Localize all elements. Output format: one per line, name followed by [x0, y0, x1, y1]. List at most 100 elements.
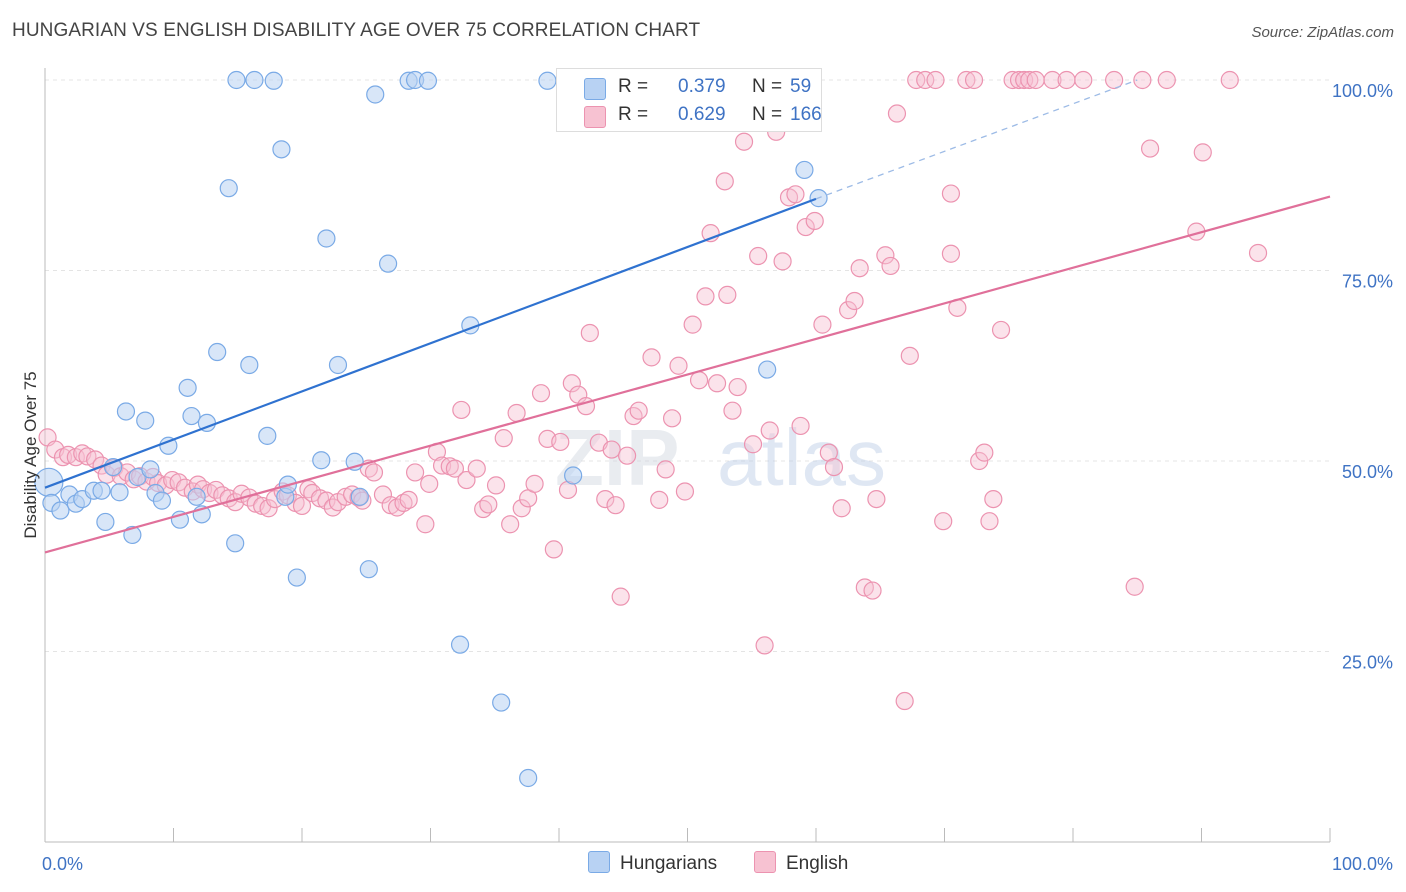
english-point — [805, 211, 824, 231]
english-point — [895, 691, 914, 711]
english-point — [394, 493, 413, 513]
watermark-atlas: atlas — [717, 413, 886, 502]
english-point — [734, 132, 754, 151]
hungarians-legend-swatch — [588, 851, 610, 873]
english-point — [675, 482, 695, 501]
hungarian-point — [92, 481, 111, 500]
english-point — [991, 320, 1011, 340]
english-point — [544, 540, 563, 559]
english-point — [292, 496, 312, 516]
hungarian-point — [450, 635, 470, 654]
hungarian-point — [366, 85, 385, 104]
english-point — [867, 490, 886, 509]
english-legend-swatch — [754, 851, 776, 873]
hungarian-point — [359, 560, 378, 579]
english-point — [501, 515, 520, 534]
hungarian-point — [350, 487, 369, 506]
english-point — [887, 104, 907, 123]
hungarian-point — [795, 160, 814, 180]
hungarian-point — [136, 411, 155, 430]
trend-layer — [44, 79, 1331, 554]
english-point — [364, 463, 384, 482]
english-point — [728, 377, 747, 397]
hungarian-point — [116, 402, 136, 421]
hungarian-point — [519, 768, 538, 788]
english-point — [839, 301, 858, 320]
legend-item-hungarians[interactable]: Hungarians — [588, 851, 717, 875]
english-point — [602, 440, 621, 459]
english-point — [900, 346, 919, 365]
english-point — [405, 463, 425, 482]
english-points — [38, 70, 1268, 711]
r-label: R = — [618, 76, 649, 97]
english-point — [317, 491, 336, 510]
english-point — [791, 416, 810, 436]
english-point — [551, 432, 570, 452]
english-point — [420, 474, 439, 493]
n-label: N = — [752, 104, 783, 125]
english-point — [832, 499, 851, 518]
english-point — [941, 244, 961, 263]
english-point — [494, 429, 513, 448]
hungarian-point — [312, 451, 331, 470]
hungarian-point — [178, 378, 197, 397]
english-point — [1020, 70, 1039, 90]
n-label: N = — [752, 76, 783, 97]
english-point — [941, 184, 961, 203]
english-point — [1157, 70, 1176, 90]
english-point — [743, 435, 763, 454]
hungarian-point — [96, 512, 115, 532]
stats-legend: R = 0.379 N = 59 R = 0.629 N = 166 — [556, 68, 822, 132]
hungarian-point — [492, 693, 511, 712]
hungarian-point — [110, 483, 129, 502]
legend-item-english[interactable]: English — [754, 851, 848, 875]
hungarian-point — [272, 140, 291, 159]
y-tick-label: 25.0% — [1342, 653, 1393, 673]
english-point — [445, 459, 465, 478]
chart-title: HUNGARIAN VS ENGLISH DISABILITY AGE OVER… — [12, 20, 701, 41]
english-point — [1133, 70, 1152, 90]
hungarians-legend-label: Hungarians — [620, 853, 718, 874]
n-value-english: 166 — [790, 104, 822, 125]
english-point — [1248, 243, 1268, 263]
english-point — [452, 400, 471, 420]
hungarian-point — [141, 460, 160, 479]
english-point — [1193, 143, 1212, 162]
english-point — [259, 499, 278, 518]
y-tick-label: 75.0% — [1342, 272, 1393, 292]
english-point — [624, 406, 643, 426]
english-point — [656, 460, 675, 479]
english-point — [618, 446, 637, 465]
r-value-hungarians: 0.379 — [678, 76, 726, 97]
english-point — [718, 285, 737, 304]
hungarian-point — [219, 179, 238, 198]
english-point — [723, 401, 742, 420]
english-point — [926, 70, 945, 90]
source-credit: Source: ZipAtlas.com — [1251, 24, 1394, 41]
english-point — [650, 490, 669, 509]
hungarians-trend-line — [44, 197, 817, 489]
hungarian-point — [152, 491, 172, 510]
english-point — [580, 323, 599, 343]
english-point — [683, 315, 702, 334]
english-point — [796, 217, 815, 237]
hungarian-point — [418, 71, 438, 90]
hungarian-point — [264, 71, 283, 90]
tick-labels: 25.0% 50.0% 75.0% 100.0% 0.0% 100.0% — [42, 81, 1393, 874]
english-point — [863, 581, 882, 600]
hungarians-swatch — [584, 78, 606, 100]
english-point — [957, 70, 976, 90]
english-point — [876, 246, 895, 265]
english-point — [755, 636, 774, 655]
y-tick-label: 50.0% — [1342, 462, 1393, 482]
hungarian-points — [34, 70, 828, 788]
hungarian-point — [258, 426, 277, 445]
english-point — [467, 459, 486, 478]
english-point — [975, 443, 994, 462]
hungarian-point — [328, 355, 348, 375]
hungarian-point — [287, 568, 306, 587]
r-value-english: 0.629 — [678, 104, 726, 125]
n-value-hungarians: 59 — [790, 76, 812, 97]
english-point — [1105, 70, 1124, 90]
